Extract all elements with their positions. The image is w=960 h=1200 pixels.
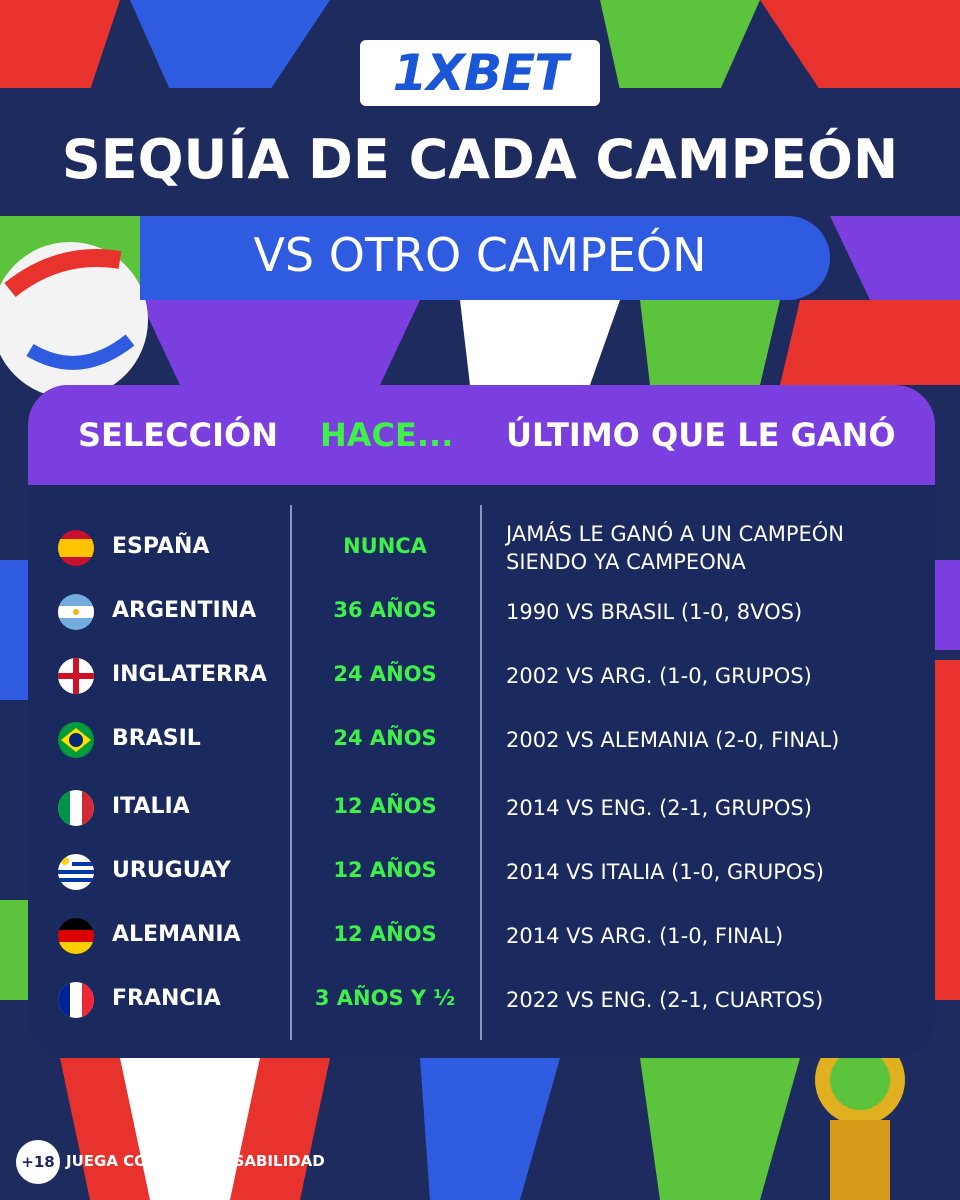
flag — [58, 658, 94, 694]
table-header-band — [28, 385, 935, 485]
subtitle: VS OTRO CAMPEÓN — [253, 228, 707, 282]
header-band — [0, 88, 960, 216]
last-win: 2014 VS ENG. (2-1, GRUPOS) — [506, 796, 812, 820]
drought: 3 AÑOS Y ½ — [314, 986, 456, 1010]
flag — [58, 918, 94, 954]
country: ARGENTINA — [112, 598, 257, 623]
drought: 24 AÑOS — [333, 662, 437, 686]
drought: 12 AÑOS — [333, 858, 437, 882]
flag — [58, 982, 94, 1018]
last-win: 2002 VS ALEMANIA (2-0, FINAL) — [506, 728, 840, 752]
divider — [290, 505, 292, 1040]
divider — [480, 505, 482, 1040]
flag — [58, 790, 94, 826]
last-win: 1990 VS BRASIL (1-0, 8VOS) — [506, 600, 803, 624]
drought: 12 AÑOS — [333, 794, 437, 818]
country: BRASIL — [112, 726, 201, 751]
last-win: 2002 VS ARG. (1-0, GRUPOS) — [506, 664, 812, 688]
subtitle-band — [140, 216, 830, 300]
country: ITALIA — [112, 794, 190, 819]
country: URUGUAY — [112, 858, 231, 883]
drought: 12 AÑOS — [333, 922, 437, 946]
title: SEQUÍA DE CADA CAMPEÓN — [61, 128, 899, 191]
country: FRANCIA — [112, 986, 221, 1011]
drought: NUNCA — [343, 534, 427, 558]
country: ESPAÑA — [112, 534, 210, 559]
country: ALEMANIA — [112, 922, 241, 947]
last-win: 2022 VS ENG. (2-1, CUARTOS) — [506, 988, 824, 1012]
column-header: ÚLTIMO QUE LE GANÓ — [506, 416, 896, 454]
last-win: 2014 VS ITALIA (1-0, GRUPOS) — [506, 860, 824, 884]
drought: 36 AÑOS — [333, 598, 437, 622]
column-header: HACE... — [320, 416, 454, 454]
logo: 1XBET — [360, 40, 600, 106]
country: INGLATERRA — [112, 662, 267, 687]
drought: 24 AÑOS — [333, 726, 437, 750]
flag — [58, 854, 94, 890]
age-badge: +18 — [16, 1140, 60, 1184]
last-win: 2014 VS ARG. (1-0, FINAL) — [506, 924, 784, 948]
flag — [58, 594, 94, 630]
footer-notice: JUEGA CON RESPONSABILIDAD — [66, 1152, 325, 1170]
column-header: SELECCIÓN — [78, 416, 279, 454]
last-win: JAMÁS LE GANÓ A UN CAMPEÓN SIENDO YA CAM… — [506, 522, 844, 574]
flag — [58, 722, 94, 758]
flag — [58, 530, 94, 566]
